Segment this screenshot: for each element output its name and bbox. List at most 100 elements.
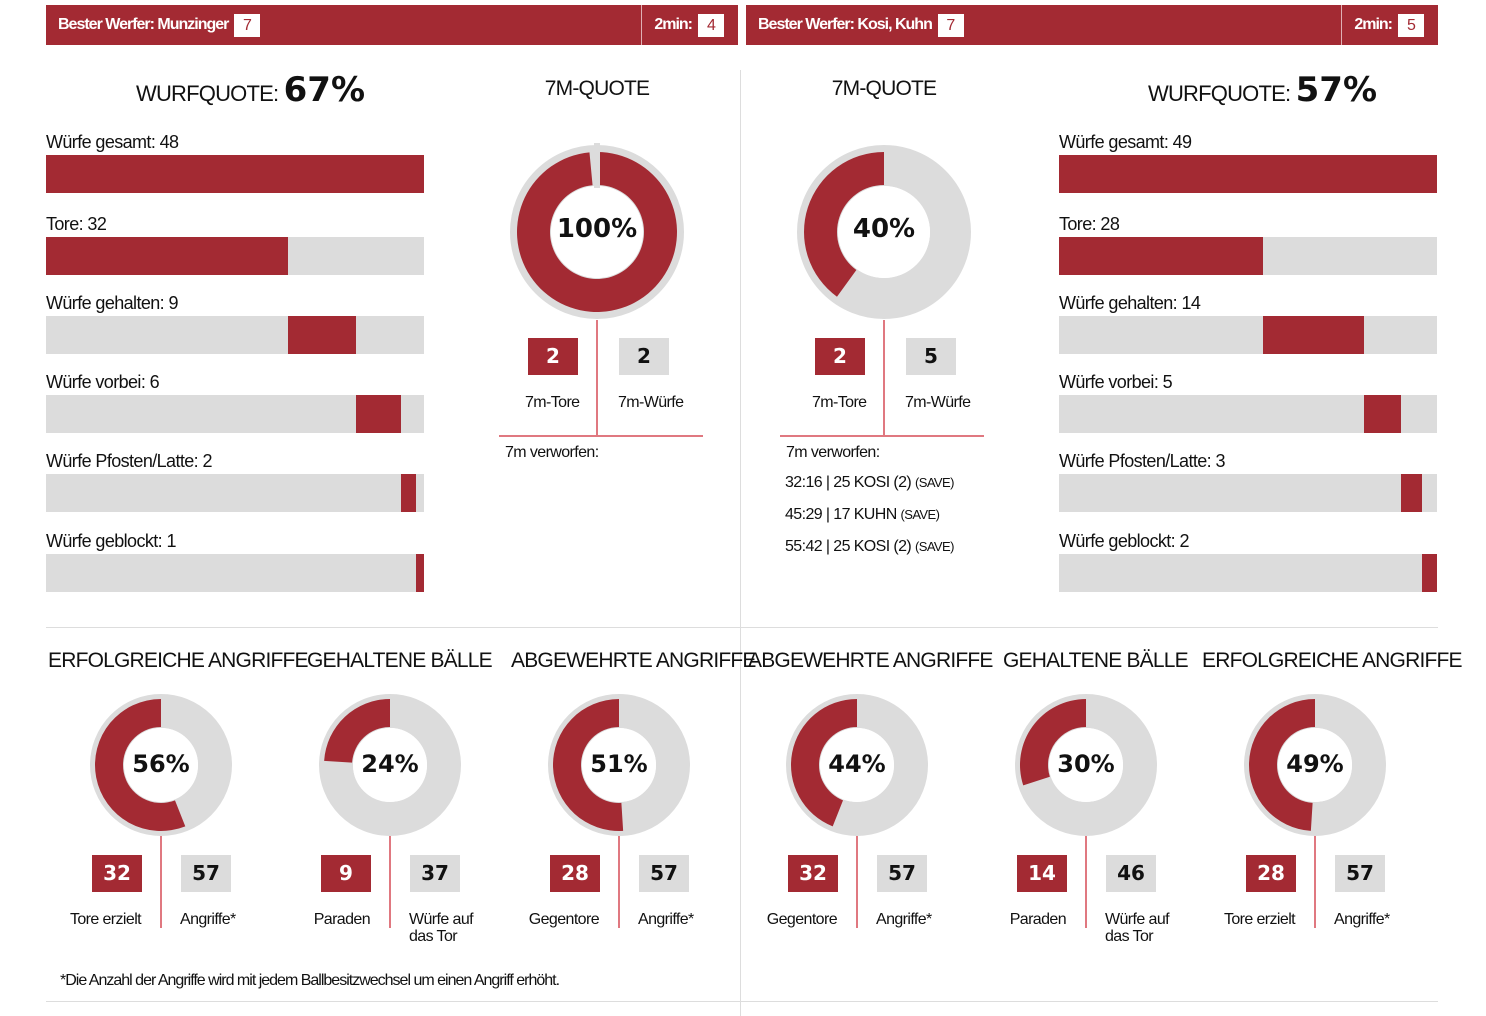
donut-value-a: 28 bbox=[550, 855, 600, 892]
seven-m-goals: 2 bbox=[815, 338, 865, 375]
seven-m-vline bbox=[596, 320, 598, 437]
bar-fill bbox=[287, 316, 356, 354]
bar-track bbox=[46, 395, 424, 433]
bar-label: Würfe Pfosten/Latte: 3 bbox=[1059, 451, 1226, 471]
bar-label: Tore: 28 bbox=[1059, 214, 1120, 234]
bar-fill bbox=[46, 155, 424, 193]
donut-vline bbox=[1085, 836, 1087, 928]
donut-label-b: Angriffe* bbox=[638, 911, 694, 928]
donut-vline bbox=[618, 836, 620, 928]
donut-title: ABGEWEHRTE ANGRIFFE bbox=[511, 649, 756, 672]
donut-title: GEHALTENE BÄLLE bbox=[1003, 649, 1189, 672]
bar-label: Würfe gesamt: 49 bbox=[1059, 132, 1192, 152]
bar-label: Würfe gesamt: 48 bbox=[46, 132, 179, 152]
donut-percent: 51% bbox=[590, 750, 648, 778]
donut-title: ERFOLGREICHE ANGRIFFE bbox=[48, 649, 309, 672]
donut-hole bbox=[1278, 728, 1352, 802]
donut-percent: 49% bbox=[1286, 750, 1344, 778]
two-min-label: 2min: bbox=[654, 16, 693, 33]
donut-value-b: 57 bbox=[639, 855, 689, 892]
header-separator bbox=[641, 5, 642, 45]
donut-label-a: Paraden bbox=[313, 911, 371, 928]
stat-donut bbox=[786, 694, 928, 836]
donut-value-b: 57 bbox=[181, 855, 231, 892]
bar-label: Würfe Pfosten/Latte: 2 bbox=[46, 451, 213, 471]
missed-text: 32:16 | 25 KOSI (2) bbox=[785, 474, 912, 491]
wurfquote-value: 57% bbox=[1295, 70, 1378, 110]
donut-value-a: 28 bbox=[1246, 855, 1296, 892]
seven-m-percent: 40% bbox=[852, 214, 916, 244]
donut-label-b: Würfe auf das Tor bbox=[1105, 911, 1170, 945]
seven-m-missed-label: 7m verworfen: bbox=[505, 444, 599, 461]
stat-donut bbox=[319, 694, 461, 836]
seven-m-missed-item: 32:16 | 25 KOSI (2) (SAVE) bbox=[785, 474, 954, 491]
donut-hole bbox=[838, 186, 930, 278]
seven-m-attempts: 5 bbox=[906, 338, 956, 375]
donut-label-a: Tore erzielt bbox=[69, 911, 142, 928]
donut-percent: 44% bbox=[828, 750, 886, 778]
bar-fill bbox=[401, 474, 417, 512]
donut-value-a: 32 bbox=[788, 855, 838, 892]
seven-m-hline bbox=[499, 435, 703, 437]
bar-track bbox=[1059, 155, 1437, 193]
donut-vline bbox=[856, 836, 858, 928]
team-header-2: Bester Werfer: Kosi, Kuhn 7 2min: 5 bbox=[746, 5, 1438, 45]
donut-value-b: 57 bbox=[1335, 855, 1385, 892]
seven-m-vline bbox=[883, 320, 885, 437]
seven-m-title: 7M-QUOTE bbox=[544, 77, 650, 100]
bar-track bbox=[1059, 316, 1437, 354]
wurfquote-value: 67% bbox=[283, 70, 366, 110]
donut-percent: 24% bbox=[361, 750, 419, 778]
two-min-penalties: 2min: 5 bbox=[1354, 5, 1424, 45]
best-shooter-label: Bester Werfer: Munzinger bbox=[58, 16, 229, 33]
donut-label-a: Gegentore bbox=[766, 911, 838, 928]
donut-percent: 30% bbox=[1057, 750, 1115, 778]
seven-m-goals: 2 bbox=[528, 338, 578, 375]
bar-track bbox=[1059, 395, 1437, 433]
donut-hole bbox=[124, 728, 198, 802]
donut-vline bbox=[1314, 836, 1316, 928]
seven-m-attempts-label: 7m-Würfe bbox=[905, 394, 971, 411]
seven-m-missed-item: 55:42 | 25 KOSI (2) (SAVE) bbox=[785, 538, 954, 555]
seven-m-donut bbox=[510, 143, 684, 319]
header-separator bbox=[1341, 5, 1342, 45]
donut-label-a: Tore erzielt bbox=[1223, 911, 1296, 928]
bar-label: Würfe vorbei: 5 bbox=[1059, 372, 1173, 392]
bar-track bbox=[46, 237, 424, 275]
donut-value-b: 46 bbox=[1106, 855, 1156, 892]
bottom-divider bbox=[46, 1001, 1438, 1002]
stat-donut bbox=[1015, 694, 1157, 836]
bar-track bbox=[1059, 237, 1437, 275]
best-shooter-goals: 7 bbox=[937, 13, 964, 37]
donut-vline bbox=[389, 836, 391, 928]
bar-fill bbox=[1059, 155, 1437, 193]
two-min-penalties: 2min: 4 bbox=[654, 5, 724, 45]
wurfquote: WURFQUOTE: 67% bbox=[136, 70, 365, 110]
wurfquote-label: WURFQUOTE: bbox=[1148, 81, 1291, 106]
donut-title: ABGEWEHRTE ANGRIFFE bbox=[748, 649, 993, 672]
donut-arc bbox=[791, 699, 857, 827]
donut-arc bbox=[1249, 699, 1315, 831]
seven-m-hline bbox=[780, 435, 984, 437]
two-min-label: 2min: bbox=[1354, 16, 1393, 33]
donut-hole bbox=[820, 728, 894, 802]
seven-m-title: 7M-QUOTE bbox=[831, 77, 937, 100]
bar-track bbox=[1059, 554, 1437, 592]
bar-track bbox=[1059, 474, 1437, 512]
bar-fill bbox=[1059, 237, 1263, 275]
stat-donut bbox=[1244, 694, 1386, 836]
donut-hole bbox=[353, 728, 427, 802]
center-divider bbox=[740, 70, 741, 1016]
bar-label: Tore: 32 bbox=[46, 214, 107, 234]
donut-arc bbox=[324, 699, 390, 763]
seven-m-goals-label: 7m-Tore bbox=[812, 394, 867, 411]
best-shooter-goals: 7 bbox=[234, 13, 261, 37]
donut-label-b: Angriffe* bbox=[876, 911, 932, 928]
donut-arc bbox=[95, 699, 186, 831]
section-divider bbox=[46, 627, 1438, 628]
bar-fill bbox=[1364, 395, 1401, 433]
seven-m-missed-item: 45:29 | 17 KUHN (SAVE) bbox=[785, 506, 940, 523]
stat-donut bbox=[548, 694, 690, 836]
bar-label: Würfe geblockt: 1 bbox=[46, 531, 176, 551]
bar-track bbox=[46, 316, 424, 354]
